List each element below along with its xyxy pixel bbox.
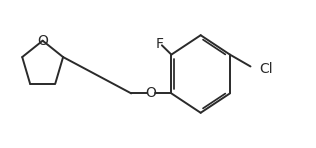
Text: F: F [155, 37, 163, 50]
Text: O: O [37, 34, 48, 48]
Text: O: O [145, 86, 156, 100]
Text: Cl: Cl [259, 62, 273, 76]
